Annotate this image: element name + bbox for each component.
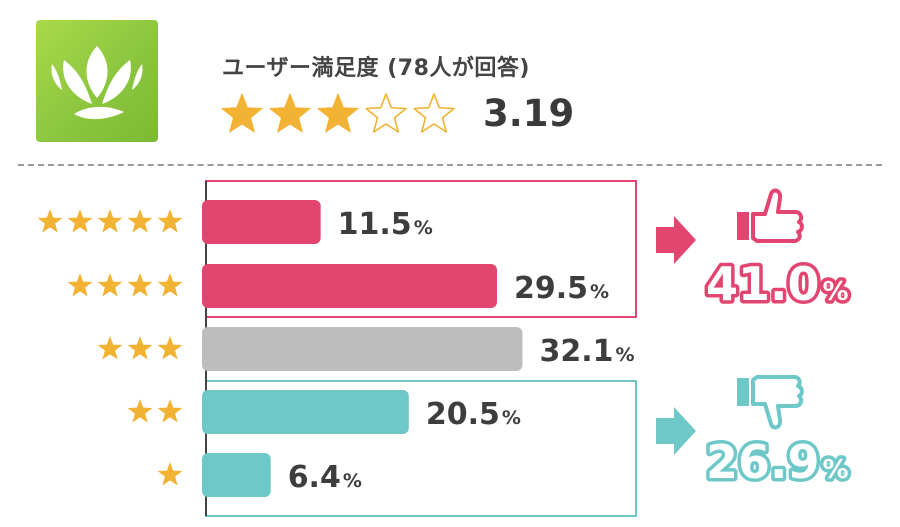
- star-icon: [97, 209, 123, 233]
- star-icon: [127, 273, 153, 297]
- bar-value-number: 6.4: [288, 460, 341, 495]
- good-total-percent: 41.0%: [706, 257, 849, 311]
- star-empty-icon: [413, 93, 455, 133]
- arrow-right-icon: [656, 216, 696, 264]
- bar-value-number: 29.5: [514, 271, 588, 306]
- star-icon: [127, 399, 153, 423]
- bar-value-label-1-stars: 6.4%: [288, 460, 362, 495]
- star-filled-icon: [221, 93, 263, 133]
- bar-1-stars: [202, 453, 271, 497]
- divider: [18, 164, 882, 166]
- bar-value-unit: %: [616, 344, 635, 366]
- bar-value-unit: %: [414, 217, 433, 239]
- bar-value-label-4-stars: 29.5%: [514, 271, 609, 306]
- bar-value-label-3-stars: 32.1%: [539, 334, 634, 369]
- arrow-right-icon: [656, 407, 696, 455]
- star-label-1: [157, 462, 183, 486]
- survey-title: ユーザー満足度 (78人が回答): [222, 56, 530, 81]
- average-rating-stars: [220, 92, 470, 140]
- bar-5-stars: [202, 200, 321, 244]
- star-icon: [127, 336, 153, 360]
- star-label-3: [97, 336, 183, 360]
- bad-total-percent: 26.9%: [706, 435, 849, 489]
- star-icon: [157, 209, 183, 233]
- bar-value-number: 20.5: [426, 397, 500, 432]
- bar-3-stars: [202, 327, 523, 371]
- star-icon: [97, 273, 123, 297]
- lotus-icon: [51, 46, 143, 120]
- star-icon: [67, 273, 93, 297]
- star-icon: [157, 462, 183, 486]
- bar-value-label-5-stars: 11.5%: [338, 207, 433, 242]
- bar-4-stars: [202, 264, 497, 308]
- bar-value-unit: %: [343, 470, 362, 492]
- star-icon: [157, 336, 183, 360]
- star-icon: [37, 209, 63, 233]
- bar-value-number: 32.1: [539, 334, 613, 369]
- app-logo: [36, 20, 158, 142]
- bar-value-number: 11.5: [338, 207, 412, 242]
- star-icon: [67, 209, 93, 233]
- star-filled-icon: [269, 93, 311, 133]
- star-label-4: [67, 273, 183, 297]
- star-icon: [97, 336, 123, 360]
- star-icon: [157, 273, 183, 297]
- star-label-2: [127, 399, 183, 423]
- bar-value-unit: %: [502, 407, 521, 429]
- bar-2-stars: [202, 390, 409, 434]
- thumbs-up-icon: [737, 188, 804, 243]
- bar-value-label-2-stars: 20.5%: [426, 397, 521, 432]
- star-icon: [127, 209, 153, 233]
- thumbs-down-icon: [737, 375, 804, 430]
- star-icon: [157, 399, 183, 423]
- star-empty-icon: [365, 93, 407, 133]
- bar-value-unit: %: [590, 281, 609, 303]
- star-filled-icon: [317, 93, 359, 133]
- average-score: 3.19: [483, 92, 575, 135]
- star-label-5: [37, 209, 183, 233]
